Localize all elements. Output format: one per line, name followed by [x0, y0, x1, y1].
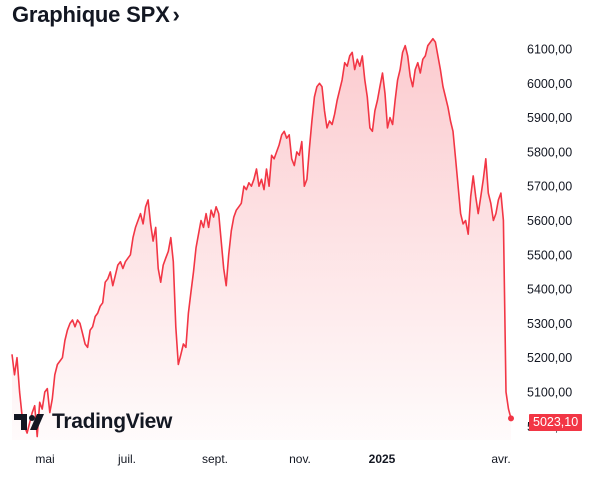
price-series-line [11, 37, 512, 438]
y-tick-label: 5100,00 [527, 385, 572, 399]
y-tick-label: 5800,00 [527, 145, 572, 159]
y-tick-label: 5900,00 [527, 111, 572, 125]
tradingview-logo: TradingView [14, 410, 172, 434]
y-tick-label: 6100,00 [527, 43, 572, 57]
y-tick-label: 5400,00 [527, 283, 572, 297]
tradingview-logo-icon [14, 414, 44, 430]
price-area-fill [12, 38, 511, 440]
chevron-right-icon: › [172, 2, 180, 27]
x-tick-label: sept. [202, 452, 228, 466]
tradingview-logo-text: TradingView [52, 410, 173, 433]
x-tick-label: 2025 [369, 452, 396, 466]
x-tick-label: nov. [289, 452, 311, 466]
x-tick-label: juil. [117, 452, 136, 466]
y-tick-label: 5300,00 [527, 317, 572, 331]
x-tick-label: mai [35, 452, 54, 466]
y-tick-label: 5500,00 [527, 248, 572, 262]
y-tick-label: 6000,00 [527, 77, 572, 91]
x-tick-label: avr. [491, 452, 510, 466]
chart-title-link[interactable]: Graphique SPX › [12, 2, 180, 28]
y-tick-label: 5200,00 [527, 351, 572, 365]
y-tick-label: 5600,00 [527, 214, 572, 228]
y-tick-label: 5700,00 [527, 180, 572, 194]
last-price-marker [508, 415, 514, 422]
last-price-badge: 5023,10 [529, 414, 583, 431]
chart-title-text: Graphique SPX [12, 2, 170, 27]
